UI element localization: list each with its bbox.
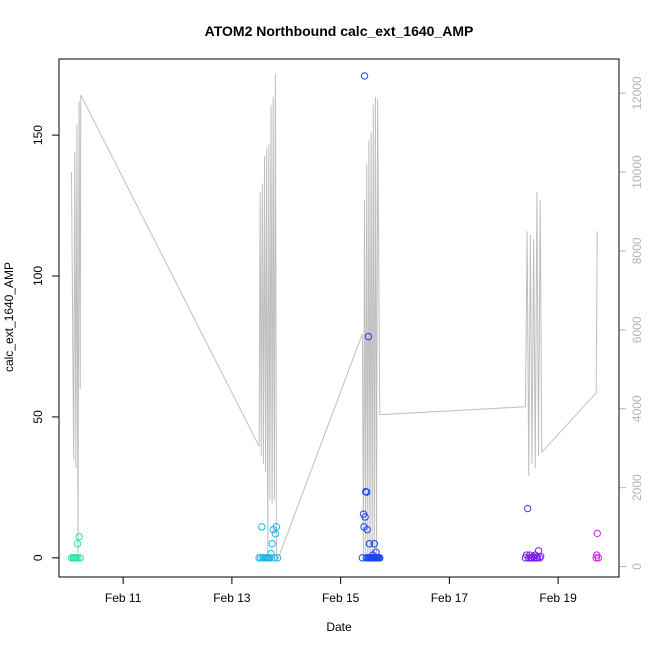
data-point	[523, 504, 532, 513]
data-point	[266, 554, 274, 562]
chart-title: ATOM2 Northbound calc_ext_1640_AMP	[205, 23, 474, 39]
y2-tick-label: 10000	[630, 155, 644, 189]
y2-tick-label: 4000	[630, 395, 644, 422]
data-point	[272, 523, 281, 531]
y2-tick-label: 8000	[630, 237, 644, 264]
data-point	[76, 554, 84, 562]
data-point	[270, 554, 278, 562]
x-tick-label: Feb 11	[105, 591, 142, 605]
data-point	[361, 513, 369, 521]
line-series-layer	[71, 73, 598, 560]
data-point	[363, 525, 371, 534]
x-tick-label: Feb 19	[539, 591, 577, 605]
y-tick-label: 100	[31, 266, 45, 286]
y2-tick-label: 12000	[630, 76, 644, 110]
data-point	[74, 554, 82, 562]
y2-tick-label: 0	[630, 563, 644, 570]
data-point	[533, 554, 542, 562]
data-point	[535, 554, 544, 562]
x-tick-label: Feb 13	[213, 591, 251, 605]
y-axis-title: calc_ext_1640_AMP	[2, 262, 16, 372]
plot-frame	[58, 58, 620, 578]
data-point	[594, 554, 603, 562]
data-point	[73, 540, 82, 548]
data-point	[365, 540, 374, 548]
data-point	[592, 554, 600, 562]
y-tick-label: 50	[31, 410, 45, 424]
x-tick-label: Feb 15	[322, 591, 360, 605]
data-point	[258, 523, 266, 531]
data-point	[370, 540, 379, 548]
x-tick-label: Feb 17	[431, 591, 469, 605]
x-axis-title: Date	[326, 620, 352, 634]
points-layer	[67, 72, 603, 562]
data-point	[273, 554, 282, 562]
y2-tick-label: 2000	[630, 474, 644, 501]
data-point	[360, 72, 369, 80]
y-tick-label: 0	[31, 554, 45, 561]
data-point	[593, 529, 601, 538]
data-point	[75, 533, 83, 541]
y2-tick-label: 6000	[630, 316, 644, 343]
y-tick-label: 150	[31, 125, 45, 145]
axes-layer: Feb 11 Feb 13 Feb 15 Feb 17 Feb 19 0 50 100 150 0…	[31, 76, 644, 605]
data-point	[271, 530, 280, 538]
data-point	[537, 552, 545, 561]
data-point	[376, 554, 384, 562]
data-point	[268, 540, 276, 548]
data-point	[363, 488, 371, 496]
line-series	[71, 73, 598, 560]
data-point	[364, 332, 373, 341]
